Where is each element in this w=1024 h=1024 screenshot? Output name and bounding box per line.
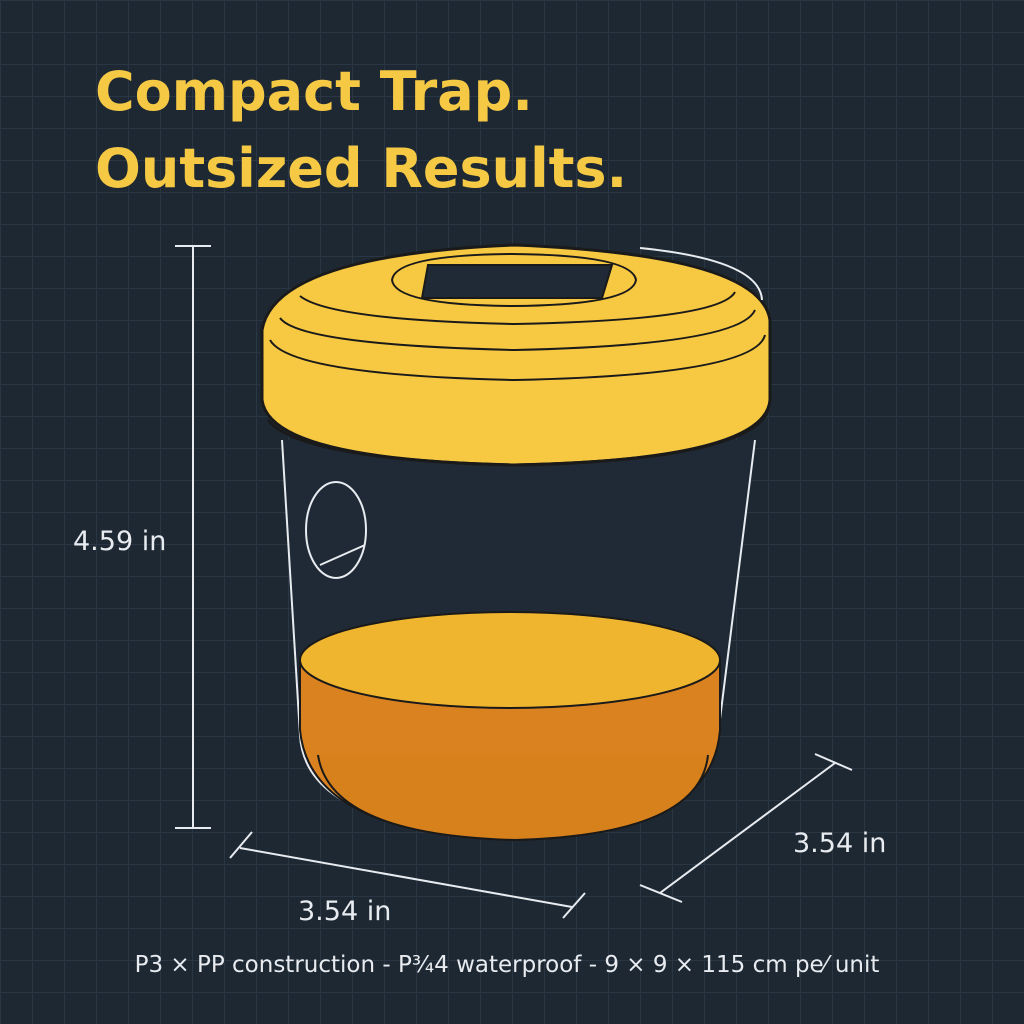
depth-label: 3.54 in: [793, 828, 886, 859]
width-dimension: [229, 831, 586, 919]
depth-dimension: [639, 753, 853, 903]
height-dimension: [175, 245, 211, 829]
headline-line: Compact Trap.: [95, 60, 533, 123]
headline-line: Outsized Results.: [95, 137, 627, 200]
spec-line: P3 × PP construction - P¾4 waterproof - …: [135, 952, 880, 978]
height-label: 4.59 in: [73, 526, 166, 557]
trap: [260, 243, 772, 842]
width-label: 3.54 in: [298, 896, 391, 927]
